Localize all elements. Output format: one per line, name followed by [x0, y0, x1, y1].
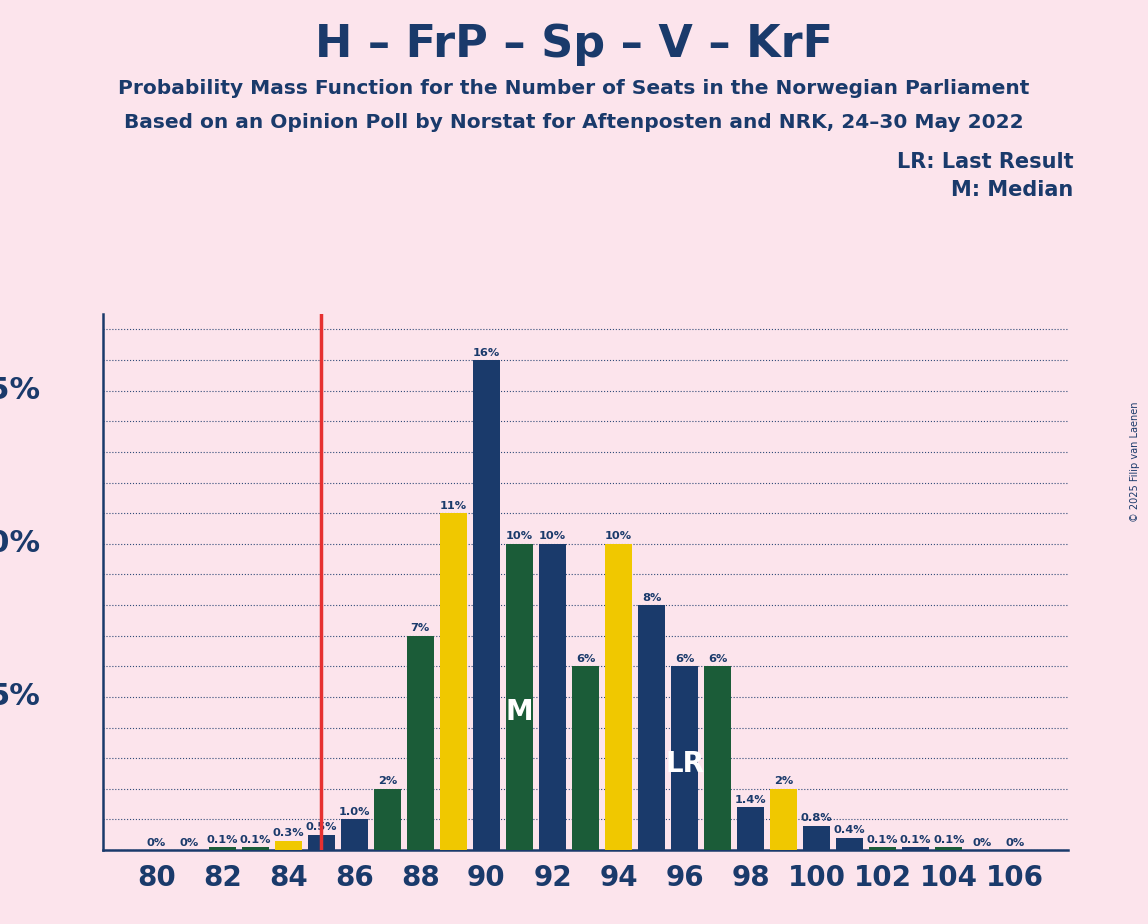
Text: 7%: 7%: [411, 624, 430, 633]
Bar: [804, 825, 830, 850]
Text: 2%: 2%: [774, 776, 793, 786]
Text: M: Median: M: Median: [952, 180, 1073, 201]
Bar: [638, 605, 665, 850]
Text: 0%: 0%: [147, 838, 165, 847]
Text: © 2025 Filip van Laenen: © 2025 Filip van Laenen: [1130, 402, 1140, 522]
Bar: [538, 544, 566, 850]
Text: 5%: 5%: [0, 683, 40, 711]
Text: 0.1%: 0.1%: [900, 834, 931, 845]
Bar: [308, 834, 335, 850]
Text: 6%: 6%: [576, 654, 595, 663]
Bar: [440, 513, 467, 850]
Text: 1.4%: 1.4%: [735, 795, 767, 805]
Bar: [869, 847, 897, 850]
Bar: [704, 666, 731, 850]
Text: 0.1%: 0.1%: [207, 834, 238, 845]
Text: 6%: 6%: [708, 654, 728, 663]
Bar: [242, 847, 269, 850]
Text: 1.0%: 1.0%: [339, 807, 370, 817]
Text: 11%: 11%: [440, 501, 467, 511]
Text: Probability Mass Function for the Number of Seats in the Norwegian Parliament: Probability Mass Function for the Number…: [118, 79, 1030, 98]
Text: 10%: 10%: [0, 529, 40, 558]
Text: 10%: 10%: [506, 531, 533, 541]
Bar: [836, 838, 863, 850]
Bar: [572, 666, 599, 850]
Bar: [406, 636, 434, 850]
Bar: [605, 544, 633, 850]
Text: H – FrP – Sp – V – KrF: H – FrP – Sp – V – KrF: [315, 23, 833, 67]
Bar: [506, 544, 533, 850]
Text: 10%: 10%: [538, 531, 566, 541]
Text: 10%: 10%: [605, 531, 633, 541]
Text: 16%: 16%: [473, 347, 501, 358]
Bar: [473, 360, 499, 850]
Text: 0%: 0%: [1006, 838, 1024, 847]
Bar: [274, 841, 302, 850]
Text: LR: Last Result: LR: Last Result: [897, 152, 1073, 173]
Text: 0%: 0%: [179, 838, 199, 847]
Text: 0.5%: 0.5%: [305, 822, 338, 833]
Text: 0.1%: 0.1%: [933, 834, 964, 845]
Text: 6%: 6%: [675, 654, 695, 663]
Text: 0.4%: 0.4%: [833, 825, 866, 835]
Bar: [209, 847, 235, 850]
Bar: [341, 820, 367, 850]
Bar: [770, 789, 797, 850]
Text: 15%: 15%: [0, 376, 40, 406]
Text: Based on an Opinion Poll by Norstat for Aftenposten and NRK, 24–30 May 2022: Based on an Opinion Poll by Norstat for …: [124, 113, 1024, 132]
Text: 0.1%: 0.1%: [240, 834, 271, 845]
Text: 8%: 8%: [642, 592, 661, 602]
Text: 0.3%: 0.3%: [272, 829, 304, 838]
Text: LR: LR: [665, 750, 704, 778]
Text: M: M: [505, 699, 533, 726]
Text: 0%: 0%: [972, 838, 992, 847]
Bar: [936, 847, 962, 850]
Bar: [737, 808, 765, 850]
Bar: [902, 847, 929, 850]
Text: 0.8%: 0.8%: [801, 813, 832, 823]
Text: 0.1%: 0.1%: [867, 834, 899, 845]
Text: 2%: 2%: [378, 776, 397, 786]
Bar: [672, 666, 698, 850]
Bar: [374, 789, 401, 850]
